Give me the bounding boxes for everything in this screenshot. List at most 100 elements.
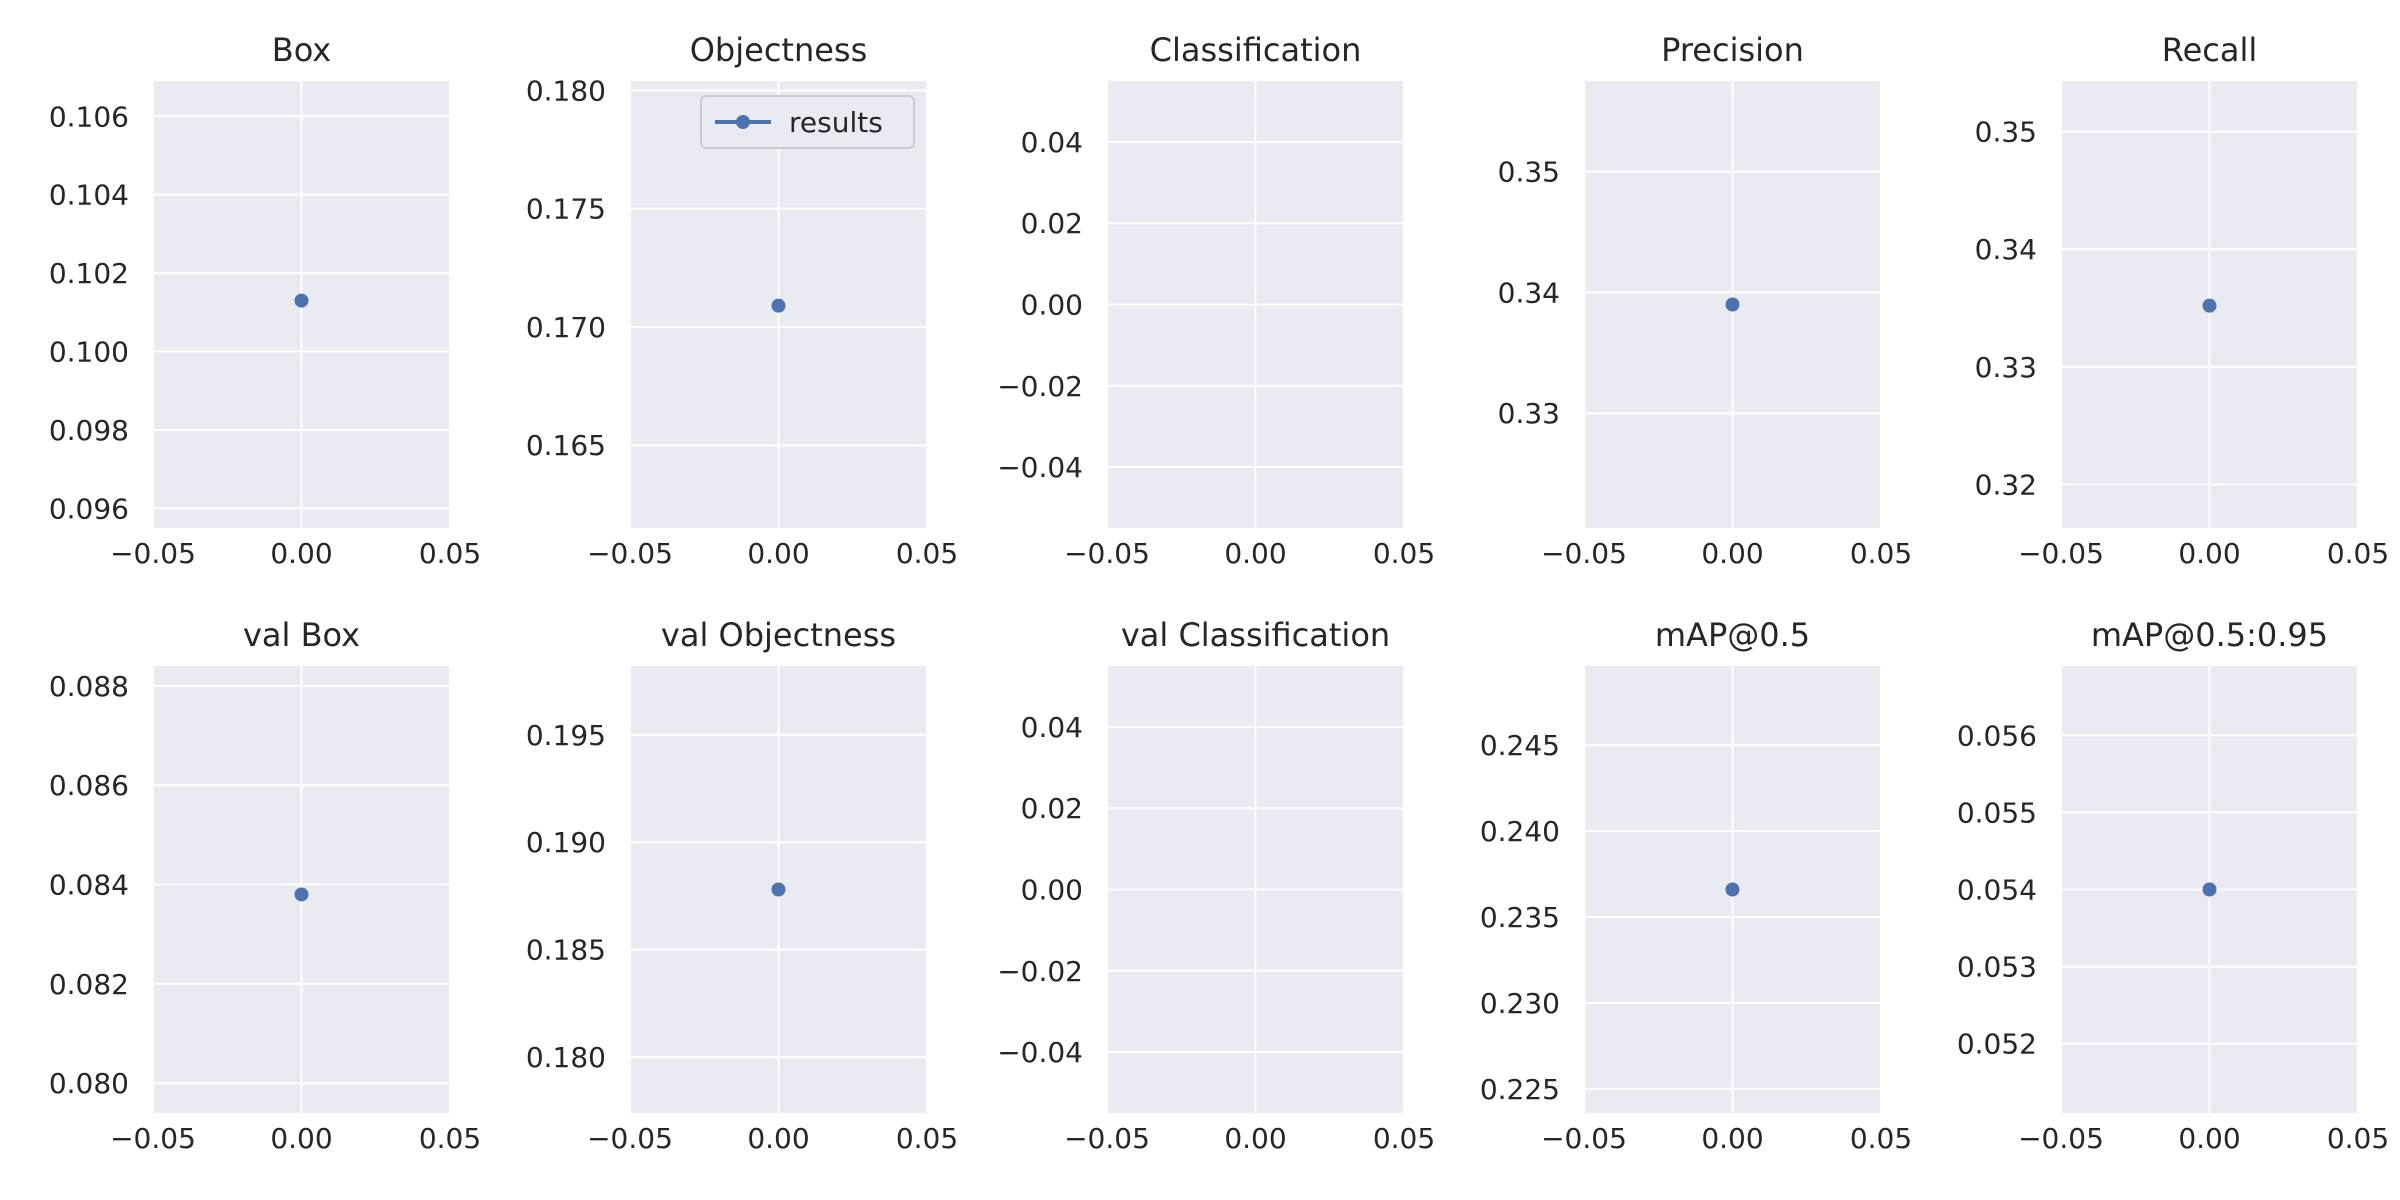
y-tick-label: 0.230 — [1480, 987, 1560, 1020]
x-tick-label: 0.00 — [1701, 537, 1763, 570]
x-tick-label: 0.05 — [896, 1122, 958, 1155]
x-tick-label: 0.00 — [1224, 1122, 1286, 1155]
y-tick-label: 0.33 — [1498, 397, 1560, 430]
x-tick-label: −0.05 — [587, 1122, 673, 1155]
y-tick-label: 0.102 — [49, 257, 129, 290]
y-tick-label: 0.35 — [1498, 156, 1560, 189]
y-tick-label: −0.04 — [997, 451, 1083, 484]
y-tick-label: 0.35 — [1975, 116, 2037, 149]
y-tick-label: 0.080 — [49, 1067, 129, 1100]
data-point — [1725, 297, 1740, 312]
y-tick-label: 0.34 — [1975, 233, 2037, 266]
panel-title: Box — [272, 31, 331, 69]
y-tick-label: 0.180 — [526, 74, 606, 107]
y-tick-label: 0.053 — [1957, 951, 2037, 984]
x-tick-label: 0.00 — [2178, 537, 2240, 570]
y-tick-label: 0.086 — [49, 769, 129, 802]
panel-val-objectness: −0.05 0.00 0.05 0.180 0.185 0.190 0.195 val Obj… — [526, 616, 958, 1155]
y-tick-label: 0.33 — [1975, 351, 2037, 384]
y-tick-label: 0.165 — [526, 429, 606, 462]
x-tick-label: −0.05 — [110, 1122, 196, 1155]
x-tick-label: 0.00 — [2178, 1122, 2240, 1155]
y-tick-label: −0.02 — [997, 370, 1083, 403]
x-tick-label: −0.05 — [1064, 537, 1150, 570]
panel-title: mAP@0.5:0.95 — [2091, 616, 2328, 654]
x-tick-label: 0.00 — [270, 1122, 332, 1155]
y-tick-label: 0.245 — [1480, 729, 1560, 762]
y-tick-label: −0.04 — [997, 1036, 1083, 1069]
y-tick-label: 0.04 — [1021, 711, 1083, 744]
x-tick-label: 0.00 — [270, 537, 332, 570]
panel-title: Precision — [1661, 31, 1804, 69]
x-tick-label: −0.05 — [1541, 537, 1627, 570]
y-tick-label: 0.180 — [526, 1041, 606, 1074]
legend: results — [700, 95, 915, 149]
data-point — [294, 293, 309, 308]
panel-map-0-5: −0.05 0.00 0.05 0.225 0.230 0.235 0.240 0.245 mA… — [1480, 616, 1912, 1155]
data-point — [771, 882, 786, 897]
y-tick-label: 0.02 — [1021, 207, 1083, 240]
y-tick-label: 0.190 — [526, 826, 606, 859]
x-tick-label: 0.05 — [1850, 1122, 1912, 1155]
y-tick-label: 0.106 — [49, 100, 129, 133]
y-tick-label: 0.175 — [526, 193, 606, 226]
y-tick-label: 0.235 — [1480, 901, 1560, 934]
legend-box — [700, 95, 915, 149]
y-tick-label: 0.185 — [526, 934, 606, 967]
y-tick-label: 0.054 — [1957, 874, 2037, 907]
y-tick-label: 0.34 — [1498, 276, 1560, 309]
x-tick-label: 0.05 — [1373, 1122, 1435, 1155]
y-tick-label: 0.098 — [49, 414, 129, 447]
panel-title: Objectness — [690, 31, 868, 69]
panel-title: val Box — [243, 616, 360, 654]
panel-recall: −0.05 0.00 0.05 0.32 0.33 0.34 0.35 Recall — [1975, 31, 2390, 570]
legend-marker — [736, 115, 750, 129]
x-tick-label: −0.05 — [2018, 537, 2104, 570]
y-tick-label: 0.082 — [49, 968, 129, 1001]
x-tick-label: 0.05 — [419, 537, 481, 570]
panel-classification: −0.05 0.00 0.05 −0.04 −0.02 0.00 0.02 0.04 Class… — [997, 31, 1435, 570]
y-tick-label: 0.055 — [1957, 796, 2037, 829]
x-tick-label: −0.05 — [2018, 1122, 2104, 1155]
x-tick-label: −0.05 — [587, 537, 673, 570]
x-tick-label: 0.00 — [747, 1122, 809, 1155]
x-tick-label: 0.05 — [419, 1122, 481, 1155]
panel-box: −0.05 0.00 0.05 0.096 0.098 0.100 0.102 0.104 0.… — [49, 31, 481, 570]
x-tick-label: −0.05 — [110, 537, 196, 570]
y-tick-label: 0.100 — [49, 336, 129, 369]
y-tick-label: 0.088 — [49, 670, 129, 703]
data-point — [2202, 298, 2217, 313]
x-tick-label: 0.00 — [1701, 1122, 1763, 1155]
panel-val-box: −0.05 0.00 0.05 0.080 0.082 0.084 0.086 0.088 va… — [49, 616, 481, 1155]
x-tick-label: −0.05 — [1064, 1122, 1150, 1155]
y-tick-label: −0.02 — [997, 955, 1083, 988]
panel-title: mAP@0.5 — [1655, 616, 1810, 654]
y-tick-label: 0.096 — [49, 492, 129, 525]
panel-title: Recall — [2162, 31, 2257, 69]
panel-title: val Objectness — [661, 616, 896, 654]
x-tick-label: −0.05 — [1541, 1122, 1627, 1155]
y-tick-label: 0.225 — [1480, 1073, 1560, 1106]
y-tick-label: 0.052 — [1957, 1028, 2037, 1061]
panel-title: val Classification — [1121, 616, 1390, 654]
y-tick-label: 0.084 — [49, 869, 129, 902]
x-tick-label: 0.00 — [1224, 537, 1286, 570]
x-tick-label: 0.05 — [1850, 537, 1912, 570]
y-tick-label: 0.170 — [526, 311, 606, 344]
data-point — [1725, 882, 1740, 897]
x-tick-label: 0.00 — [747, 537, 809, 570]
y-tick-label: 0.02 — [1021, 792, 1083, 825]
y-tick-label: 0.00 — [1021, 874, 1083, 907]
x-tick-label: 0.05 — [2327, 537, 2389, 570]
panel-map-0-5-0-95: −0.05 0.00 0.05 0.052 0.053 0.054 0.055 0.056 mA… — [1957, 616, 2389, 1155]
x-tick-label: 0.05 — [2327, 1122, 2389, 1155]
y-tick-label: 0.195 — [526, 719, 606, 752]
x-tick-label: 0.05 — [1373, 537, 1435, 570]
legend-label: results — [789, 106, 883, 139]
y-tick-label: 0.32 — [1975, 468, 2037, 501]
y-tick-label: 0.04 — [1021, 126, 1083, 159]
data-point — [294, 887, 309, 902]
y-tick-label: 0.104 — [49, 179, 129, 212]
panel-objectness: −0.05 0.00 0.05 0.165 0.170 0.175 0.180 Objectn… — [526, 31, 958, 570]
